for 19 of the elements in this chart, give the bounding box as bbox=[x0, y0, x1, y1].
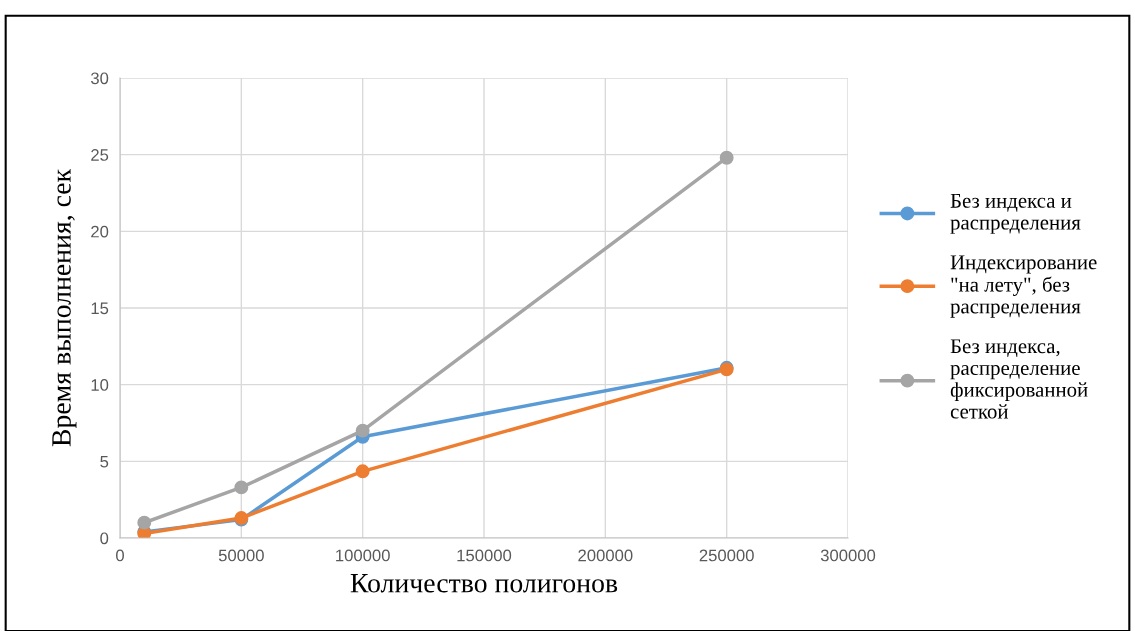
y-tick-label: 30 bbox=[90, 72, 109, 85]
x-tick-label: 100000 bbox=[336, 549, 390, 562]
x-tick-label: 200000 bbox=[578, 549, 633, 562]
legend-label: Без индекса и распределения bbox=[950, 193, 1081, 234]
y-tick-label: 25 bbox=[91, 149, 109, 161]
x-tick-label: 150000 bbox=[457, 549, 512, 562]
y-tick-label: 20 bbox=[91, 225, 109, 238]
legend-label: Без индекса, распределение фиксированной сеткой bbox=[950, 339, 1088, 419]
x-tick-label: 300000 bbox=[820, 549, 876, 562]
x-tick-label: 0 bbox=[116, 549, 124, 562]
y-tick-label: 15 bbox=[91, 302, 109, 315]
x-tick-label: 50000 bbox=[218, 549, 264, 562]
y-axis-title: Время выполнения, сек bbox=[52, 168, 77, 447]
x-tick-label: 250000 bbox=[699, 549, 754, 562]
y-tick-label: 10 bbox=[91, 379, 109, 391]
y-tick-label: 0 bbox=[100, 532, 109, 545]
x-axis-title: Количество полигонов bbox=[350, 574, 618, 593]
y-tick-label: 5 bbox=[100, 455, 109, 468]
legend-label: Индексирование "на лету", без распределения bbox=[950, 255, 1097, 318]
